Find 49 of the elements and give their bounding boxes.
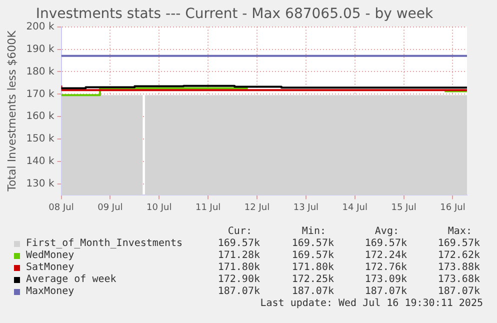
y-tick-label: 150 k (26, 134, 54, 145)
text: 172.76k (364, 262, 407, 274)
text: 172.62k (436, 250, 480, 262)
text: 187.07k (364, 286, 407, 298)
x-tick-label: 11 Jul (195, 202, 221, 213)
x-tick-label: 14 Jul (342, 202, 368, 213)
chart-title: Investments stats --- Current - Max 687065.05 - by week (36, 6, 434, 22)
y-tick-label: 170 k (26, 88, 54, 100)
text: 187.07k (290, 286, 334, 298)
text: 173.88k (436, 262, 480, 274)
text: Last update: Wed Jul 16 19:30:11 2025 (260, 298, 483, 310)
legend-label: Average of week (26, 274, 116, 286)
x-tick-label: 10 Jul (146, 202, 172, 213)
text: 172.24k (364, 250, 407, 262)
text: 173.68k (436, 274, 480, 286)
text: Cur: (226, 226, 252, 238)
x-tick-label: 13 Jul (293, 202, 319, 213)
y-tick-label: 200 k (26, 21, 54, 32)
x-tick-label: 12 Jul (244, 202, 270, 213)
text: 173.09k (364, 274, 407, 286)
legend-label: MaxMoney (26, 286, 74, 298)
x-tick-label: 15 Jul (391, 202, 416, 213)
text: 169.57k (216, 238, 260, 250)
text: 171.80k (290, 262, 334, 274)
text: 171.80k (216, 262, 260, 274)
text: 169.57k (290, 238, 334, 250)
y-tick-label: 190 k (26, 44, 54, 55)
y-tick-label: 140 k (26, 156, 54, 168)
text: 171.28k (216, 250, 260, 262)
text: Avg: (374, 226, 399, 238)
y-tick-label: 130 k (26, 178, 54, 190)
y-tick-label: 180 k (26, 66, 54, 78)
legend-label: WedMoney (26, 250, 74, 262)
x-tick-label: 16 Jul (440, 202, 466, 213)
legend-label: SatMoney (26, 262, 74, 274)
legend-label: First_of_Month_Investments (26, 238, 183, 250)
x-tick-label: 09 Jul (98, 202, 123, 213)
y-axis-title: Total Investments less $600K (5, 30, 18, 192)
text: 187.07k (216, 286, 260, 298)
text: 169.57k (364, 238, 407, 250)
text: 172.25k (290, 274, 334, 286)
text: Max: (446, 226, 472, 238)
x-tick-label: 08 Jul (48, 202, 74, 213)
text: 169.57k (290, 250, 334, 262)
text: 169.57k (436, 238, 480, 250)
text: 187.07k (436, 286, 480, 298)
y-tick-label: 160 k (26, 111, 54, 122)
text: 172.90k (216, 274, 260, 286)
text: Min: (300, 226, 326, 238)
